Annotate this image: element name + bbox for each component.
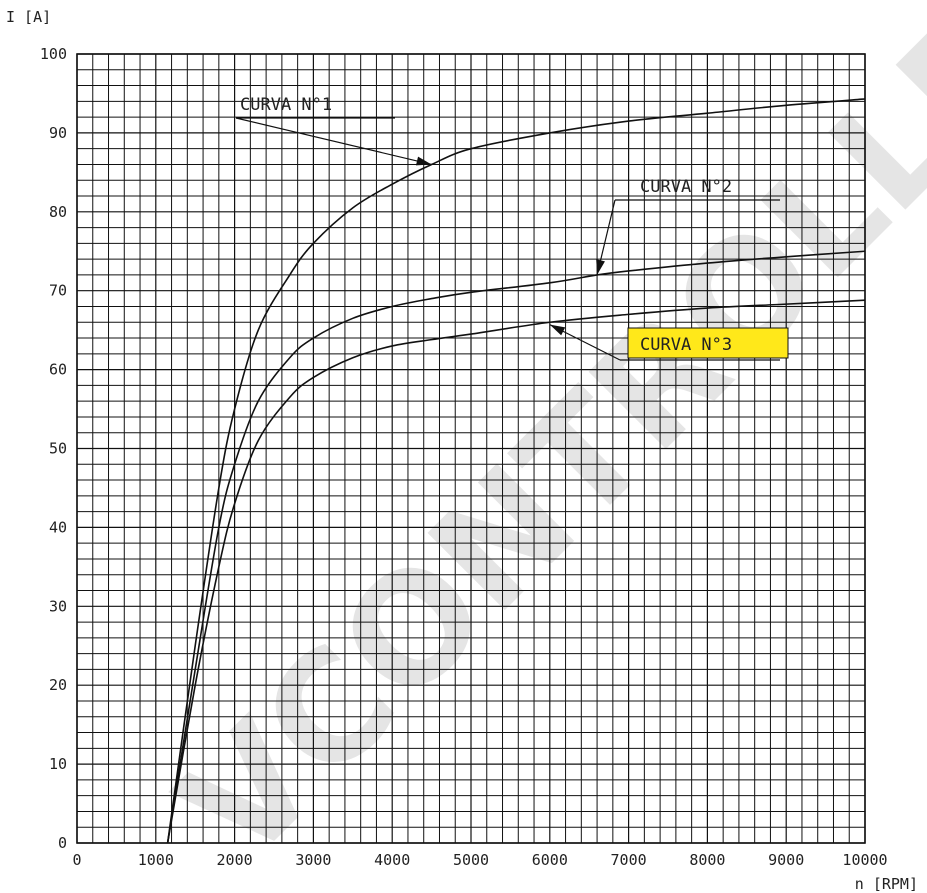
y-tick-label: 90 (49, 124, 67, 142)
callout-highlight-3 (627, 327, 789, 359)
x-tick-label: 2000 (217, 851, 253, 869)
callout-label-3: CURVA N°3 (640, 335, 732, 355)
y-tick-label: 0 (58, 834, 67, 852)
x-tick-label: 7000 (611, 851, 647, 869)
x-tick-label: 4000 (374, 851, 410, 869)
x-tick-label: 9000 (768, 851, 804, 869)
y-tick-label: 80 (49, 203, 67, 221)
y-tick-label: 100 (40, 45, 67, 63)
series-line-1 (166, 98, 866, 844)
y-tick-label: 30 (49, 597, 67, 615)
callout-arrow-2 (596, 259, 605, 275)
x-tick-label: 6000 (532, 851, 568, 869)
x-tick-label: 1000 (138, 851, 174, 869)
chart-grid (76, 53, 866, 844)
chart-tick-labels: 0 1000 2000 3000 4000 5000 6000 7000 8000 9000 100… (6, 8, 918, 893)
callout-arrow-3 (549, 324, 566, 336)
chart-axes (76, 53, 866, 844)
x-axis-label: n [RPM] (855, 875, 918, 893)
x-tick-label: 0 (72, 851, 81, 869)
y-tick-label: 50 (49, 440, 67, 458)
callout-arrow-1 (415, 156, 432, 166)
callout-label-1: CURVA N°1 (240, 95, 332, 115)
chart-series (166, 98, 866, 844)
y-tick-label: 20 (49, 676, 67, 694)
y-tick-label: 70 (49, 282, 67, 300)
plot-border (76, 53, 866, 844)
watermark-text: VCONTROLLED CO (147, 0, 927, 893)
chart-callouts: CURVA N°1 CURVA N°2 CURVA N°3 (235, 95, 789, 361)
x-tick-label: 10000 (842, 851, 887, 869)
series-line-3 (166, 299, 866, 844)
x-tick-label: 3000 (295, 851, 331, 869)
series-line-2 (166, 250, 866, 844)
x-tick-label: 8000 (689, 851, 725, 869)
x-tick-label: 5000 (453, 851, 489, 869)
y-tick-label: 10 (49, 755, 67, 773)
callout-label-2: CURVA N°2 (640, 177, 732, 197)
y-tick-label: 60 (49, 361, 67, 379)
y-tick-label: 40 (49, 518, 67, 536)
y-axis-label: I [A] (6, 8, 51, 26)
callout-leader-1 (235, 117, 432, 166)
